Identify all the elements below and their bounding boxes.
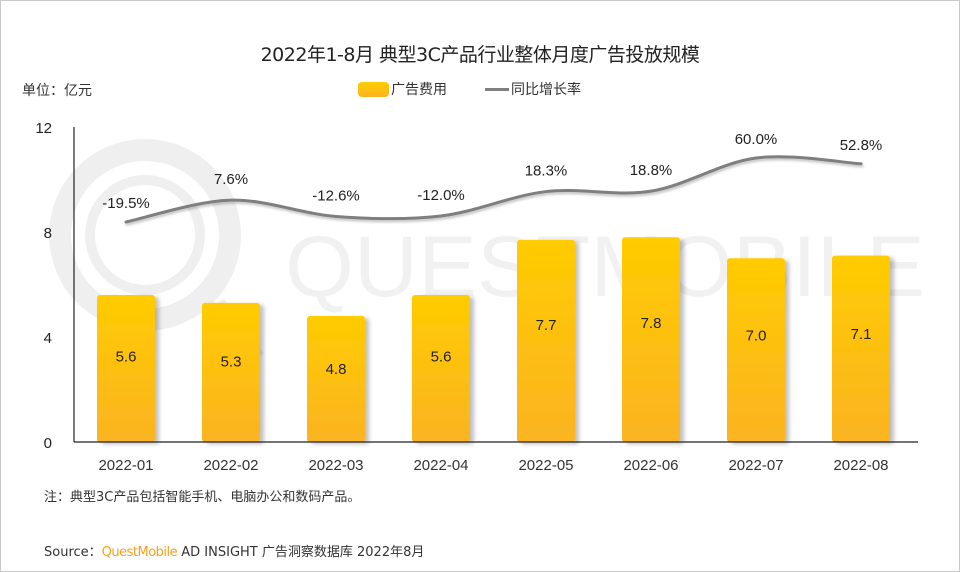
bar-value-label: 7.0 bbox=[746, 327, 767, 344]
legend-line-swatch bbox=[485, 87, 509, 91]
y-axis: 0 4 8 12 bbox=[35, 120, 75, 452]
x-tick-label: 2022-02 bbox=[203, 457, 258, 474]
y-tick-label: 4 bbox=[44, 330, 52, 347]
bar bbox=[517, 239, 575, 442]
x-tick-label: 2022-08 bbox=[833, 457, 888, 474]
source-line: Source：QuestMobile AD INSIGHT 广告洞察数据库 20… bbox=[44, 541, 424, 560]
yoy-value-label: -12.6% bbox=[312, 187, 360, 204]
unit-label: 单位：亿元 bbox=[22, 83, 92, 99]
y-tick-label: 12 bbox=[35, 120, 52, 137]
yoy-value-label: 52.8% bbox=[840, 137, 883, 154]
x-tick-label: 2022-01 bbox=[98, 457, 153, 474]
legend-line-label: 同比增长率 bbox=[511, 82, 581, 98]
legend-bar-label: 广告费用 bbox=[391, 82, 447, 98]
bar bbox=[412, 295, 470, 442]
bar-value-label: 5.3 bbox=[221, 353, 242, 370]
bar-value-label: 7.7 bbox=[536, 317, 557, 334]
x-tick-label: 2022-04 bbox=[413, 457, 468, 474]
bar bbox=[832, 255, 890, 442]
footnote: 注：典型3C产品包括智能手机、电脑办公和数码产品。 bbox=[44, 490, 361, 505]
source-rest: AD INSIGHT 广告洞察数据库 2022年8月 bbox=[177, 545, 425, 560]
line-value-labels: -19.5% 7.6% -12.6% -12.0% 18.3% 18.8% 60.0% 52.… bbox=[102, 131, 882, 212]
yoy-value-label: 60.0% bbox=[735, 131, 778, 148]
x-axis: 2022-01 2022-02 2022-03 2022-04 2022-05 2022-… bbox=[74, 441, 918, 474]
bar bbox=[307, 316, 365, 442]
y-tick-label: 8 bbox=[44, 225, 52, 242]
x-tick-label: 2022-03 bbox=[308, 457, 363, 474]
legend-bar-swatch bbox=[358, 81, 389, 97]
line-series bbox=[124, 155, 863, 224]
bar-value-label: 5.6 bbox=[116, 349, 137, 366]
x-tick-label: 2022-06 bbox=[623, 457, 678, 474]
bar bbox=[727, 258, 785, 442]
yoy-value-label: 7.6% bbox=[214, 171, 248, 188]
source-brand: QuestMobile bbox=[101, 545, 178, 560]
yoy-value-label: 18.3% bbox=[525, 163, 568, 180]
bar-value-labels: 5.6 5.3 4.8 5.6 7.7 7.8 7.0 7.1 bbox=[116, 315, 872, 378]
bar bbox=[202, 302, 260, 442]
chart-title: 2022年1-8月 典型3C产品行业整体月度广告投放规模 bbox=[260, 44, 700, 66]
watermark-logo-inner-ring bbox=[85, 175, 205, 295]
bar-value-label: 7.1 bbox=[851, 326, 872, 343]
yoy-value-label: 18.8% bbox=[630, 162, 673, 179]
y-tick-label: 0 bbox=[44, 435, 52, 452]
legend: 广告费用 同比增长率 bbox=[358, 79, 581, 99]
bar-value-label: 5.6 bbox=[431, 349, 452, 366]
yoy-line bbox=[124, 155, 863, 224]
source-prefix: Source： bbox=[44, 545, 102, 560]
x-tick-label: 2022-05 bbox=[518, 457, 573, 474]
watermark-text: QUESTMOBILE bbox=[285, 219, 925, 315]
bar bbox=[622, 237, 680, 442]
bar bbox=[97, 295, 155, 442]
bar-value-label: 7.8 bbox=[641, 315, 662, 332]
yoy-value-label: -12.0% bbox=[417, 187, 465, 204]
bar-value-label: 4.8 bbox=[326, 361, 347, 378]
x-tick-label: 2022-07 bbox=[728, 457, 783, 474]
yoy-value-label: -19.5% bbox=[102, 195, 150, 212]
bar-series bbox=[97, 237, 890, 442]
